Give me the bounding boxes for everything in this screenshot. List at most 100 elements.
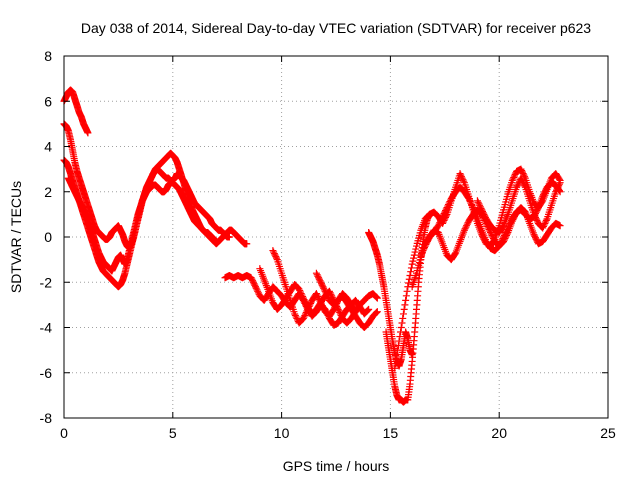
data-point (517, 174, 525, 182)
data-point (531, 232, 539, 240)
data-point (502, 233, 510, 241)
data-point (300, 313, 308, 321)
data-point (509, 175, 517, 183)
data-point (300, 296, 308, 304)
data-point (419, 247, 427, 255)
data-point (225, 233, 233, 241)
data-point (555, 182, 563, 190)
data-point (397, 324, 405, 331)
data-point (405, 275, 413, 283)
data-point (553, 185, 561, 193)
data-point (518, 167, 526, 175)
data-point (534, 205, 542, 213)
data-point (508, 217, 516, 225)
data-point (542, 218, 550, 226)
data-point (373, 293, 381, 301)
data-point (418, 248, 426, 256)
data-point (459, 176, 467, 184)
data-point (530, 210, 538, 218)
data-point (499, 223, 507, 231)
data-point (405, 279, 413, 287)
data-point (336, 310, 344, 318)
data-point (489, 233, 497, 241)
y-axis-label: SDTVAR / TECUs (8, 181, 24, 293)
x-tick-label: 5 (169, 425, 177, 441)
data-point (322, 289, 330, 297)
data-point (317, 278, 325, 286)
data-point (299, 293, 307, 301)
data-point (554, 183, 562, 191)
data-point (442, 207, 450, 215)
data-point (313, 271, 321, 279)
data-point (421, 242, 429, 250)
data-point (393, 351, 401, 359)
data-point (556, 222, 564, 230)
data-point (436, 219, 444, 227)
data-point (531, 212, 539, 220)
data-point (402, 292, 410, 300)
data-point (391, 360, 399, 368)
data-point (394, 342, 402, 350)
data-point (409, 257, 417, 265)
data-point (532, 235, 540, 243)
data-point (422, 241, 430, 249)
data-point (420, 244, 428, 252)
data-point (301, 297, 309, 305)
data-point (502, 231, 510, 239)
series-track-8 (312, 269, 381, 331)
data-point (320, 284, 328, 292)
data-point (521, 182, 529, 190)
x-tick-label: 15 (383, 425, 399, 441)
data-point (212, 238, 220, 246)
data-point (398, 319, 406, 327)
chart-title: Day 038 of 2014, Sidereal Day-to-day VTE… (81, 20, 591, 36)
y-tick-label: -2 (40, 274, 53, 290)
data-point (401, 301, 409, 309)
data-point (249, 277, 257, 285)
data-point (510, 172, 518, 180)
series-track-14 (473, 174, 564, 236)
data-point (463, 220, 471, 228)
data-point (291, 311, 299, 319)
data-point (336, 308, 344, 316)
data-point (457, 173, 465, 181)
data-point (444, 202, 452, 210)
data-point (444, 201, 452, 209)
data-point (434, 222, 442, 230)
data-point (466, 198, 474, 206)
data-point (553, 186, 561, 194)
data-point (306, 301, 314, 309)
data-point (299, 314, 307, 322)
data-point (539, 222, 547, 230)
data-point (468, 202, 476, 210)
y-tick-label: -6 (40, 365, 53, 381)
data-point (292, 313, 300, 321)
data-point (84, 129, 92, 137)
data-point (273, 254, 281, 262)
data-point (480, 210, 488, 218)
data-point (478, 206, 486, 214)
data-point (373, 308, 381, 316)
data-point (315, 275, 323, 283)
data-point (476, 201, 484, 209)
data-point (317, 299, 325, 307)
data-point (533, 216, 541, 224)
data-point (540, 189, 548, 197)
data-point (439, 213, 447, 221)
data-point (489, 235, 497, 243)
x-tick-label: 10 (274, 425, 290, 441)
data-point (541, 219, 549, 227)
data-point (312, 269, 320, 277)
data-point (304, 304, 312, 312)
data-point (418, 250, 426, 258)
data-point (437, 216, 445, 224)
data-point (423, 239, 431, 247)
data-point (518, 176, 526, 184)
data-point (539, 191, 547, 199)
data-point (337, 311, 345, 319)
data-point (323, 290, 331, 298)
data-point (457, 171, 465, 179)
data-point (316, 277, 324, 285)
data-point (251, 281, 259, 289)
data-point (465, 195, 473, 203)
